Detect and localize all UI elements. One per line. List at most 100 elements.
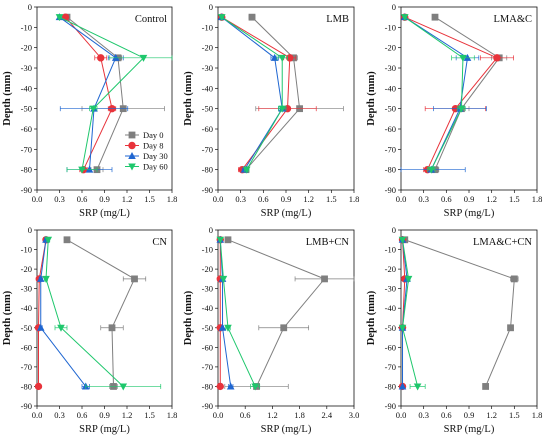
- y-tick-label: -50: [385, 323, 396, 333]
- x-tick-label: 1.8: [532, 410, 543, 420]
- x-tick-label: 0.9: [99, 410, 110, 420]
- y-tick-label: -30: [385, 284, 396, 294]
- series-day-60: [55, 14, 173, 174]
- y-tick-label: -80: [202, 381, 213, 391]
- data-point: [510, 275, 518, 283]
- y-tick-label: -90: [385, 185, 396, 195]
- series-line: [40, 239, 87, 387]
- series-day-0: [430, 13, 508, 174]
- y-tick-label: -50: [202, 104, 213, 114]
- y-tick-label: -10: [385, 22, 396, 32]
- series-line: [227, 239, 326, 387]
- data-point: [218, 323, 227, 331]
- x-tick-label: 1.5: [326, 194, 337, 204]
- x-tick-label: 0.3: [418, 194, 429, 204]
- y-tick-label: 0: [392, 225, 396, 235]
- series-day-30: [216, 235, 235, 390]
- x-tick-label: 0.6: [77, 194, 88, 204]
- y-tick-label: -20: [202, 43, 213, 53]
- y-tick-label: -30: [202, 284, 213, 294]
- x-tick-label: 0.6: [240, 410, 251, 420]
- y-tick-label: -10: [202, 22, 213, 32]
- y-tick-label: -80: [385, 165, 396, 175]
- series-day-8: [218, 13, 317, 174]
- y-axis-label: Depth (mm): [2, 290, 13, 345]
- y-tick-label: -60: [385, 342, 396, 352]
- data-point: [55, 14, 64, 22]
- y-tick-label: -10: [21, 22, 32, 32]
- panel-title: LMA&C: [493, 14, 532, 25]
- data-point: [507, 324, 514, 332]
- x-tick-label: 0.3: [418, 410, 429, 420]
- data-point: [224, 236, 232, 244]
- y-tick-label: -50: [202, 323, 213, 333]
- data-point: [398, 382, 407, 390]
- legend-marker: [128, 163, 136, 171]
- plot-frame: [217, 6, 355, 191]
- data-point: [242, 166, 251, 174]
- y-axis-label: Depth (mm): [366, 290, 377, 345]
- legend-item: Day 0: [125, 130, 164, 140]
- x-tick-label: 0.9: [99, 194, 110, 204]
- data-point: [224, 324, 232, 332]
- x-tick-label: 0.9: [464, 410, 475, 420]
- y-tick-label: -20: [385, 264, 396, 274]
- x-axis-label: SRP (mg/L): [261, 208, 312, 219]
- series-day-60: [42, 236, 162, 391]
- y-tick-label: -60: [202, 124, 213, 134]
- y-tick-label: -20: [385, 43, 396, 53]
- y-tick-label: -40: [385, 83, 396, 93]
- y-tick-label: -50: [21, 323, 32, 333]
- series-day-60: [398, 236, 426, 391]
- x-tick-label: 0.6: [441, 410, 452, 420]
- x-tick-label: 0.0: [32, 194, 43, 204]
- y-tick-label: -30: [21, 63, 32, 73]
- data-point: [44, 236, 53, 244]
- data-point: [463, 53, 472, 61]
- legend-marker: [128, 141, 136, 150]
- data-point: [404, 275, 413, 283]
- y-axis-label: Depth (mm): [183, 71, 194, 126]
- series-line: [404, 16, 464, 170]
- x-tick-label: 0.3: [235, 194, 246, 204]
- panel-4: 0.0 0.6 1.2 1.8 2.4 3.0 0 -10 -20 -30 -40 -50 -60 -70…: [183, 225, 359, 435]
- x-tick-label: 1.8: [167, 410, 178, 420]
- panel-title: Control: [135, 14, 167, 25]
- panel-title: LMB: [326, 14, 349, 25]
- y-tick-label: -70: [21, 144, 32, 154]
- y-tick-label: -90: [202, 185, 213, 195]
- y-axis-label: Depth (mm): [183, 290, 194, 345]
- series-line: [38, 239, 47, 387]
- y-tick-label: -10: [202, 245, 213, 255]
- x-tick-label: 0.0: [213, 194, 224, 204]
- x-tick-label: 0.3: [54, 410, 65, 420]
- y-tick-label: -70: [202, 362, 213, 372]
- x-axis-label: SRP (mg/L): [261, 424, 312, 435]
- panel-title: LMB+CN: [306, 237, 350, 248]
- series-line: [402, 239, 408, 387]
- y-tick-label: -70: [202, 144, 213, 154]
- data-point: [57, 324, 65, 332]
- y-tick-label: -20: [21, 43, 32, 53]
- x-tick-label: 1.2: [303, 194, 314, 204]
- y-tick-label: -60: [385, 124, 396, 134]
- series-line: [245, 16, 301, 170]
- series-line: [66, 239, 136, 387]
- y-tick-label: -20: [21, 264, 32, 274]
- x-tick-label: 0.9: [281, 194, 292, 204]
- panel-5: 0.0 0.3 0.6 0.9 1.2 1.5 1.8 0 -10 -20 -30 -40 -50 -60…: [366, 225, 542, 435]
- plot-frame: [36, 229, 173, 407]
- data-point: [36, 274, 45, 282]
- y-tick-label: -80: [21, 165, 32, 175]
- data-point: [400, 14, 409, 22]
- series-line: [434, 16, 500, 170]
- series-line: [221, 16, 283, 170]
- series-line: [219, 239, 256, 387]
- panel-title: CN: [152, 237, 167, 248]
- x-tick-label: 3.0: [349, 410, 360, 420]
- data-point: [482, 383, 490, 390]
- x-tick-label: 0.6: [258, 194, 269, 204]
